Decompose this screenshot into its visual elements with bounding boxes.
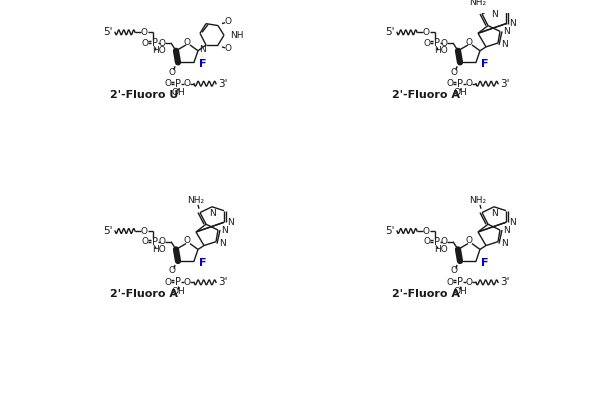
Text: F: F	[481, 258, 489, 268]
Text: 5': 5'	[385, 226, 395, 236]
Text: P: P	[175, 79, 181, 89]
Text: P: P	[152, 38, 158, 48]
Text: O: O	[446, 278, 454, 287]
Text: NH₂: NH₂	[187, 197, 204, 205]
Text: OH: OH	[171, 88, 185, 97]
Text: NH₂: NH₂	[469, 197, 487, 205]
Text: 3': 3'	[218, 277, 227, 287]
Text: 3': 3'	[500, 277, 509, 287]
Text: F: F	[481, 59, 489, 69]
Text: O: O	[465, 278, 472, 287]
Text: O: O	[224, 17, 231, 26]
Text: N: N	[491, 209, 497, 218]
Text: O: O	[184, 38, 190, 47]
Text: 5': 5'	[104, 226, 113, 236]
Text: O: O	[465, 79, 472, 88]
Text: O: O	[164, 79, 171, 88]
Text: N: N	[504, 225, 511, 235]
Text: P: P	[457, 79, 463, 89]
Text: N: N	[502, 239, 508, 248]
Text: N: N	[227, 218, 234, 227]
Text: O: O	[423, 237, 431, 246]
Text: N: N	[221, 225, 229, 235]
Text: P: P	[152, 237, 158, 247]
Text: O: O	[141, 39, 148, 47]
Text: P: P	[175, 277, 181, 287]
Text: O: O	[465, 236, 472, 245]
Text: O: O	[184, 236, 190, 245]
Text: 2'-Fluoro A: 2'-Fluoro A	[392, 91, 460, 100]
Text: O: O	[168, 266, 176, 275]
Text: 2'-Fluoro U: 2'-Fluoro U	[110, 91, 178, 100]
Text: N: N	[491, 10, 497, 19]
Text: O: O	[158, 39, 166, 47]
Text: O: O	[141, 227, 147, 235]
Text: 3': 3'	[218, 79, 227, 89]
Text: O: O	[422, 28, 429, 37]
Text: N: N	[209, 209, 216, 218]
Text: O: O	[441, 39, 448, 47]
Text: NH: NH	[230, 31, 243, 40]
Text: F: F	[199, 258, 207, 268]
Text: O: O	[141, 28, 147, 37]
Text: 2'-Fluoro A: 2'-Fluoro A	[392, 289, 460, 299]
Text: N: N	[509, 218, 517, 227]
Text: 5': 5'	[104, 27, 113, 37]
Text: O: O	[422, 227, 429, 235]
Text: HO: HO	[434, 46, 448, 55]
Text: HO: HO	[152, 46, 166, 55]
Text: N: N	[504, 27, 511, 36]
Text: 2'-Fluoro A: 2'-Fluoro A	[110, 289, 178, 299]
Text: HO: HO	[152, 245, 166, 254]
Text: N: N	[220, 239, 226, 248]
Text: O: O	[184, 79, 190, 88]
Text: O: O	[465, 38, 472, 47]
Text: O: O	[451, 266, 458, 275]
Text: P: P	[434, 38, 440, 48]
Text: OH: OH	[453, 287, 467, 295]
Text: O: O	[224, 44, 231, 53]
Text: P: P	[457, 277, 463, 287]
Text: N: N	[509, 19, 517, 28]
Text: P: P	[434, 237, 440, 247]
Text: O: O	[451, 67, 458, 77]
Text: O: O	[184, 278, 190, 287]
Text: O: O	[441, 237, 448, 246]
Text: OH: OH	[171, 287, 185, 295]
Text: HO: HO	[434, 245, 448, 254]
Text: O: O	[423, 39, 431, 47]
Text: O: O	[446, 79, 454, 88]
Text: N: N	[198, 45, 206, 54]
Text: 5': 5'	[385, 27, 395, 37]
Text: O: O	[141, 237, 148, 246]
Text: 3': 3'	[500, 79, 509, 89]
Text: NH₂: NH₂	[469, 0, 487, 7]
Text: O: O	[158, 237, 166, 246]
Text: F: F	[199, 59, 207, 69]
Text: OH: OH	[453, 88, 467, 97]
Text: O: O	[164, 278, 171, 287]
Text: N: N	[502, 41, 508, 49]
Text: O: O	[168, 67, 176, 77]
